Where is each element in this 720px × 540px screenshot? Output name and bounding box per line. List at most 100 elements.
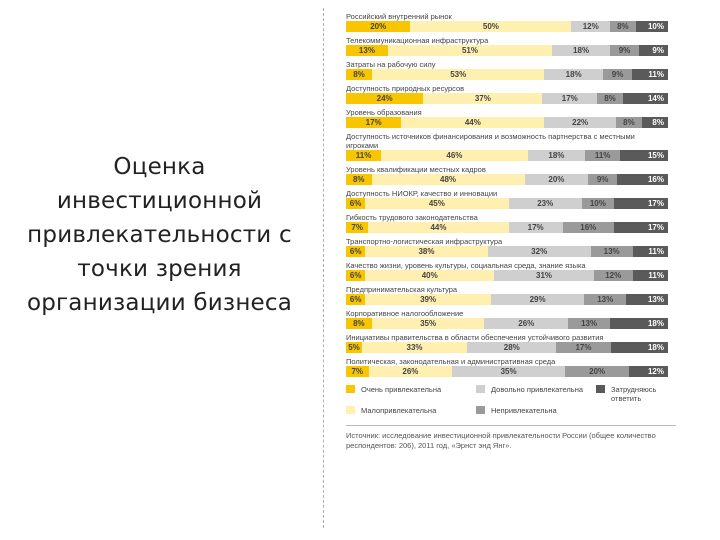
bar-segment: 26% bbox=[484, 318, 569, 329]
bar-row: 13% 51% 18% 9% 9% bbox=[346, 45, 668, 56]
bar-segment: 12% bbox=[571, 21, 611, 32]
bar-segment: 18% bbox=[527, 150, 586, 161]
bar-segment: 6% bbox=[346, 294, 366, 305]
bar-segment: 13% bbox=[590, 246, 633, 257]
bar-row: 11% 46% 18% 11% 15% bbox=[346, 150, 668, 161]
category-label: Корпоративное налогообложение bbox=[346, 309, 464, 318]
bar-segment: 20% bbox=[564, 366, 630, 377]
slide-title: Оценка инвестиционной привлекательности … bbox=[26, 154, 293, 316]
bar-segment: 28% bbox=[467, 342, 557, 353]
bar-segment: 40% bbox=[365, 270, 495, 281]
chart-legend: Очень привлекательна Довольно привлекател… bbox=[346, 385, 676, 415]
chart-rows: Российский внутренний рынок 20% 50% 12% 8% 10… bbox=[346, 12, 676, 377]
category-label: Доступность источников финансирования и … bbox=[346, 132, 635, 150]
bar-segment: 11% bbox=[346, 150, 382, 161]
bar-segment: 48% bbox=[371, 174, 525, 185]
legend-label: Малопривлекательна bbox=[361, 406, 437, 415]
bar-row: 6% 45% 23% 10% 17% bbox=[346, 198, 668, 209]
bar-row: 6% 39% 29% 13% 13% bbox=[346, 294, 668, 305]
category-label: Предпринимательская культура bbox=[346, 285, 458, 294]
legend-item: Непривлекательна bbox=[476, 406, 596, 415]
legend-item: Затрудняюсь ответить bbox=[596, 385, 676, 403]
category-label: Российский внутренний рынок bbox=[346, 12, 452, 21]
legend-label: Непривлекательна bbox=[491, 406, 557, 415]
bar-segment: 20% bbox=[346, 21, 411, 32]
bar-segment: 8% bbox=[346, 69, 373, 80]
bar-segment: 29% bbox=[490, 294, 585, 305]
bar-row: 6% 38% 32% 13% 11% bbox=[346, 246, 668, 257]
stacked-bar-chart: Российский внутренний рынок 20% 50% 12% 8% 10… bbox=[346, 8, 676, 451]
category-label: Телекоммуникационная инфраструктура bbox=[346, 36, 489, 45]
bar-segment: 18% bbox=[544, 69, 603, 80]
legend-label: Затрудняюсь ответить bbox=[611, 385, 657, 403]
bar-segment: 14% bbox=[622, 93, 668, 104]
bar-segment: 5% bbox=[346, 342, 362, 353]
category-label: Уровень квалификации местных кадров bbox=[346, 165, 486, 174]
legend-swatch bbox=[476, 385, 485, 393]
bar-segment: 18% bbox=[610, 318, 668, 329]
bar-segment: 17% bbox=[613, 222, 668, 233]
legend-item: Малопривлекательна bbox=[346, 406, 476, 415]
bar-segment: 17% bbox=[613, 198, 668, 209]
bar-segment: 11% bbox=[632, 246, 668, 257]
bar-segment: 11% bbox=[632, 69, 668, 80]
category-label: Политическая, законодательная и админист… bbox=[346, 357, 556, 366]
bar-segment: 11% bbox=[632, 270, 668, 281]
legend-item: Довольно привлекательна bbox=[476, 385, 596, 403]
bar-segment: 35% bbox=[371, 318, 485, 329]
bar-segment: 51% bbox=[387, 45, 553, 56]
bar-segment: 13% bbox=[346, 45, 388, 56]
bar-segment: 20% bbox=[524, 174, 589, 185]
bar-row: 8% 53% 18% 9% 11% bbox=[346, 69, 668, 80]
bar-segment: 9% bbox=[602, 69, 633, 80]
legend-swatch bbox=[596, 385, 605, 393]
bar-row: 8% 48% 20% 9% 16% bbox=[346, 174, 668, 185]
bar-segment: 13% bbox=[626, 294, 668, 305]
bar-segment: 6% bbox=[346, 198, 366, 209]
bar-segment: 32% bbox=[487, 246, 591, 257]
bar-row: 7% 44% 17% 16% 17% bbox=[346, 222, 668, 233]
category-label: Качество жизни, уровень культуры, социал… bbox=[346, 261, 586, 270]
bar-segment: 18% bbox=[552, 45, 611, 56]
bar-segment: 8% bbox=[597, 93, 623, 104]
category-label: Транспортно-логистическая инфраструктура bbox=[346, 237, 503, 246]
legend-label: Довольно привлекательна bbox=[491, 385, 584, 394]
bar-row: 8% 35% 26% 13% 18% bbox=[346, 318, 668, 329]
category-label: Гибкость трудового законодательства bbox=[346, 213, 478, 222]
legend-swatch bbox=[346, 385, 355, 393]
category-label: Доступность НИОКР, качество и инновации bbox=[346, 189, 498, 198]
bar-row: 6% 40% 31% 12% 11% bbox=[346, 270, 668, 281]
bar-segment: 17% bbox=[346, 117, 402, 128]
category-label: Инициативы правительства в области обесп… bbox=[346, 333, 604, 342]
bar-row: 24% 37% 17% 8% 14% bbox=[346, 93, 668, 104]
bar-segment: 9% bbox=[639, 45, 668, 56]
bar-segment: 8% bbox=[641, 117, 668, 128]
bar-segment: 50% bbox=[410, 21, 572, 32]
bar-segment: 11% bbox=[585, 150, 621, 161]
bar-segment: 44% bbox=[401, 117, 545, 128]
bar-segment: 7% bbox=[346, 222, 369, 233]
bar-segment: 8% bbox=[615, 117, 642, 128]
legend-item: Очень привлекательна bbox=[346, 385, 476, 403]
category-label: Доступность природных ресурсов bbox=[346, 84, 465, 93]
bar-segment: 8% bbox=[346, 174, 372, 185]
bar-segment: 35% bbox=[452, 366, 565, 377]
bar-segment: 8% bbox=[610, 21, 636, 32]
bar-segment: 26% bbox=[368, 366, 453, 377]
bar-segment: 23% bbox=[508, 198, 582, 209]
bar-segment: 24% bbox=[346, 93, 424, 104]
divider bbox=[323, 8, 324, 528]
bar-segment: 17% bbox=[542, 93, 598, 104]
bar-row: 7% 26% 35% 20% 12% bbox=[346, 366, 668, 377]
bar-segment: 18% bbox=[610, 342, 668, 353]
bar-segment: 33% bbox=[361, 342, 468, 353]
bar-segment: 12% bbox=[629, 366, 668, 377]
bar-segment: 13% bbox=[568, 318, 611, 329]
bar-segment: 38% bbox=[365, 246, 488, 257]
bar-segment: 45% bbox=[365, 198, 509, 209]
bar-segment: 17% bbox=[556, 342, 611, 353]
bar-row: 5% 33% 28% 17% 18% bbox=[346, 342, 668, 353]
bar-segment: 37% bbox=[423, 93, 543, 104]
bar-segment: 7% bbox=[346, 366, 369, 377]
bar-segment: 6% bbox=[346, 246, 366, 257]
